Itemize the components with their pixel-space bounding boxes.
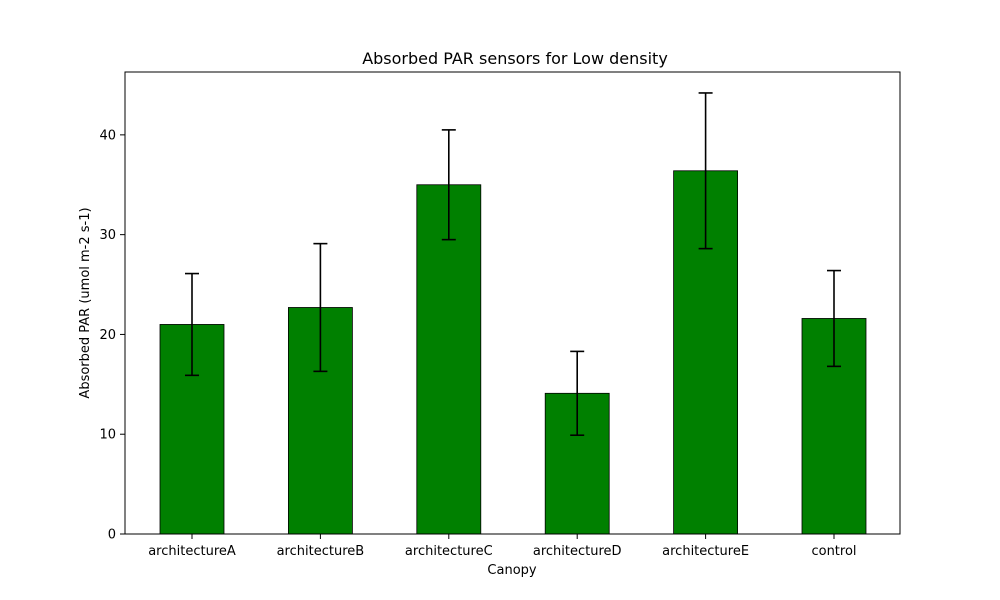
x-axis: architectureA architectureB architectureC a… <box>148 534 857 559</box>
x-tick-label-architectureD: architectureD <box>533 544 622 559</box>
y-tick-label: 10 <box>99 428 116 443</box>
error-bar-architectureC <box>441 129 456 241</box>
y-axis: 0 10 20 30 40 <box>99 128 125 543</box>
error-bar-architectureA <box>185 272 199 377</box>
x-tick-label-architectureE: architectureE <box>662 544 749 559</box>
x-tick-label-control: control <box>811 544 856 559</box>
error-bar-control <box>827 269 841 368</box>
error-bar-architectureE <box>698 92 713 250</box>
y-tick-label: 20 <box>99 328 116 343</box>
x-tick-label-architectureB: architectureB <box>277 544 365 559</box>
x-tick-label-architectureA: architectureA <box>148 544 236 559</box>
y-axis-label: Absorbed PAR (umol m-2 s-1) <box>78 207 93 398</box>
y-tick-label: 30 <box>99 228 116 243</box>
error-bars-group <box>185 92 841 437</box>
x-axis-label: Canopy <box>487 563 536 578</box>
error-bar-architectureD <box>570 350 585 437</box>
y-tick-label: 40 <box>99 128 116 143</box>
plot-frame <box>124 71 901 535</box>
chart-title: Absorbed PAR sensors for Low density <box>362 49 668 68</box>
y-tick-label: 0 <box>108 528 116 543</box>
x-tick-label-architectureC: architectureC <box>405 544 493 559</box>
error-bar-architectureB <box>313 242 328 373</box>
bars-group <box>159 170 867 535</box>
